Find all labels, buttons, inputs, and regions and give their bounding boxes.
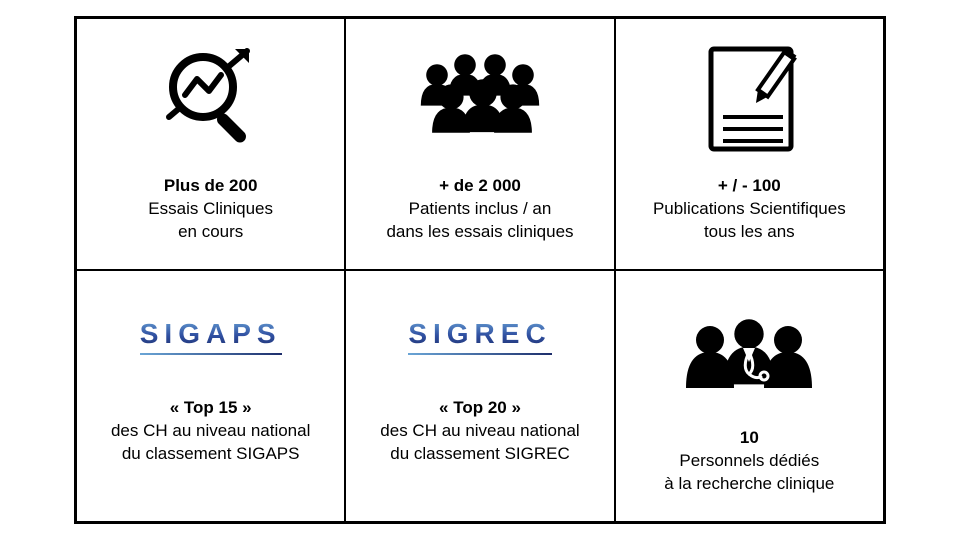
cell-text: « Top 20 »des CH au niveau nationaldu cl… xyxy=(380,397,579,466)
logo-text: SIGREC xyxy=(408,318,551,350)
logo-text: SIGAPS xyxy=(140,318,282,350)
headline: + / - 100 xyxy=(653,175,846,198)
subline-1: Publications Scientifiques xyxy=(653,198,846,221)
cell-clinical-trials: Plus de 200Essais Cliniquesen cours xyxy=(76,18,345,270)
cell-text: Plus de 200Essais Cliniquesen cours xyxy=(148,175,273,244)
logo-sigrec-icon: SIGREC xyxy=(408,291,551,381)
headline: 10 xyxy=(664,427,834,450)
subline-2: en cours xyxy=(148,221,273,244)
headline: Plus de 200 xyxy=(148,175,273,198)
headline: « Top 20 » xyxy=(380,397,579,420)
stats-grid: Plus de 200Essais Cliniquesen cours + de… xyxy=(74,16,886,524)
cell-sigaps: SIGAPS « Top 15 »des CH au niveau nationa… xyxy=(76,270,345,522)
notepad-icon xyxy=(689,39,809,159)
cell-publications: + / - 100Publications Scientifiquestous … xyxy=(615,18,884,270)
cell-sigrec: SIGREC « Top 20 »des CH au niveau nationa… xyxy=(345,270,614,522)
headline: « Top 15 » xyxy=(111,397,310,420)
subline-2: du classement SIGREC xyxy=(380,443,579,466)
cell-patients: + de 2 000Patients inclus / andans les e… xyxy=(345,18,614,270)
subline-2: à la recherche clinique xyxy=(664,473,834,496)
subline-1: Personnels dédiés xyxy=(664,450,834,473)
cell-text: + / - 100Publications Scientifiquestous … xyxy=(653,175,846,244)
subline-1: Essais Cliniques xyxy=(148,198,273,221)
subline-2: dans les essais cliniques xyxy=(386,221,573,244)
crowd-icon xyxy=(405,39,555,159)
medical-team-icon xyxy=(674,291,824,411)
subline-1: des CH au niveau national xyxy=(111,420,310,443)
logo-underline xyxy=(408,353,551,355)
headline: + de 2 000 xyxy=(386,175,573,198)
magnifier-chart-icon xyxy=(151,39,271,159)
logo-underline xyxy=(140,353,282,355)
cell-staff: 10Personnels dédiésà la recherche cliniq… xyxy=(615,270,884,522)
cell-text: 10Personnels dédiésà la recherche cliniq… xyxy=(664,427,834,496)
subline-1: Patients inclus / an xyxy=(386,198,573,221)
subline-2: du classement SIGAPS xyxy=(111,443,310,466)
cell-text: + de 2 000Patients inclus / andans les e… xyxy=(386,175,573,244)
subline-2: tous les ans xyxy=(653,221,846,244)
logo-sigaps-icon: SIGAPS xyxy=(140,291,282,381)
subline-1: des CH au niveau national xyxy=(380,420,579,443)
cell-text: « Top 15 »des CH au niveau nationaldu cl… xyxy=(111,397,310,466)
